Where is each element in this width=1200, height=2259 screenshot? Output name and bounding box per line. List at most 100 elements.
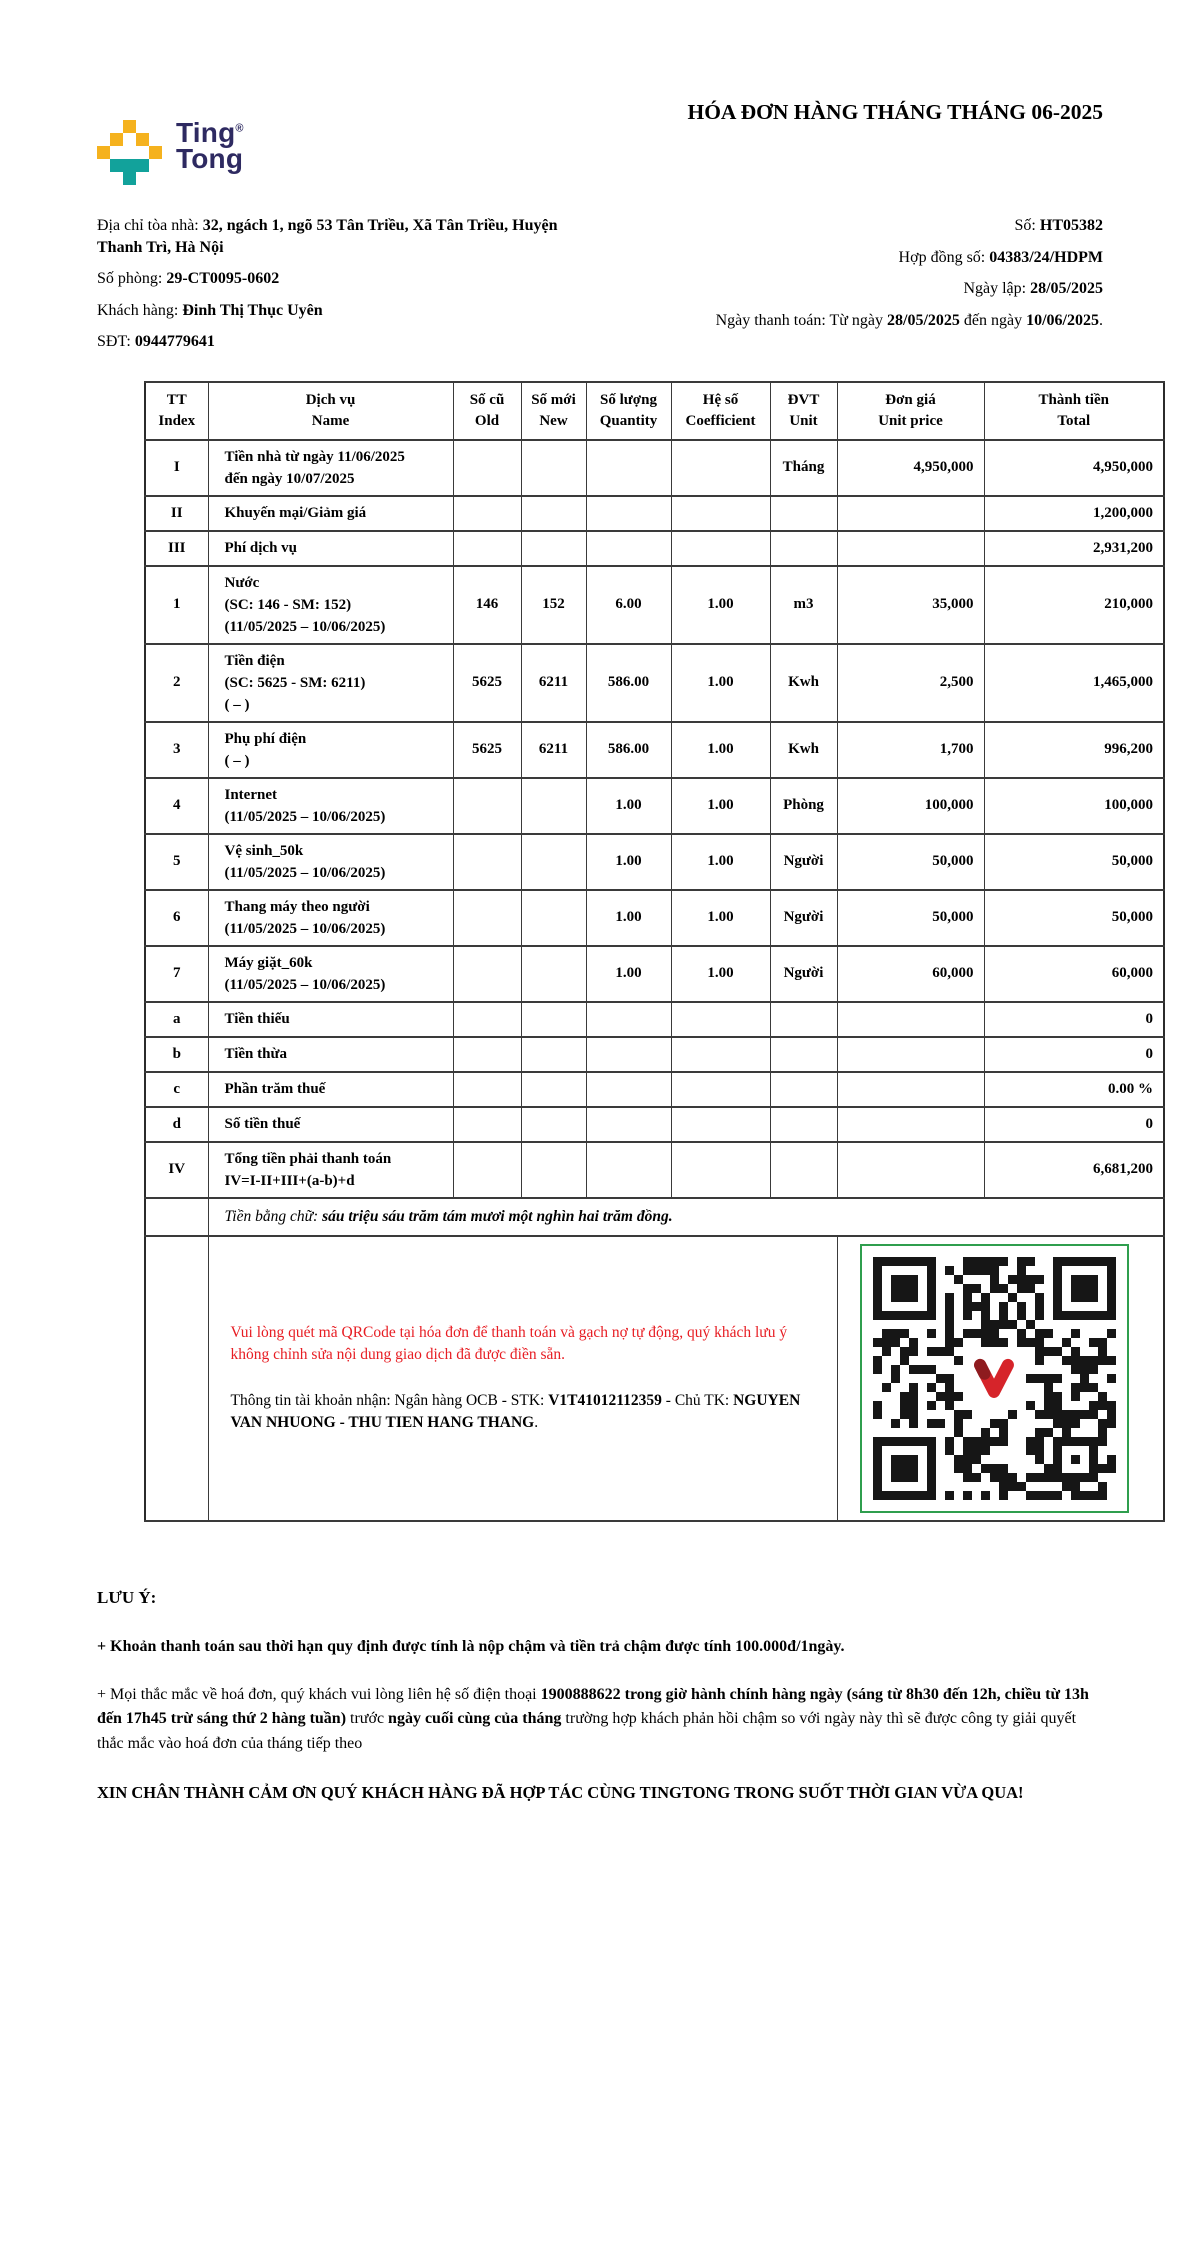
cell-old: [452, 832, 522, 891]
cell-name: Tiền điện (SC: 5625 - SM: 6211)( – ): [207, 642, 454, 723]
cell-new: [520, 1140, 587, 1199]
cell-qty: 1.00: [585, 888, 672, 947]
cell-new: [520, 832, 587, 891]
cell-unit: [769, 1035, 838, 1073]
bank-account-info: Thông tin tài khoản nhận: Ngân hàng OCB …: [230, 1391, 801, 1432]
cell-qty: [585, 1140, 672, 1199]
cell-index: II: [144, 494, 209, 532]
cell-new: [520, 1105, 587, 1143]
column-header: Số lượng Quantity: [585, 380, 672, 441]
qr-scan-note: Vui lòng quét mã QRCode tại hóa đơn để t…: [230, 1323, 788, 1364]
cell-old: [452, 1070, 522, 1108]
cell-price: 100,000: [836, 776, 985, 835]
amount-in-words-row: Tiền bằng chữ: sáu triệu sáu trăm tám mư…: [144, 1196, 1165, 1237]
cell-name: Phần trăm thuế: [207, 1070, 454, 1108]
cell-unit: [769, 494, 838, 532]
column-header: Thành tiền Total: [983, 380, 1165, 441]
cell-old: 5625: [452, 720, 522, 779]
cell-price: 35,000: [836, 564, 985, 645]
cell-total: 100,000: [983, 776, 1165, 835]
cell-coeff: [670, 438, 771, 497]
table-row: b Tiền thừa 0: [144, 1035, 1165, 1073]
cell-name: Thang máy theo người (11/05/2025 – 10/06/…: [207, 888, 454, 947]
cell-new: [520, 888, 587, 947]
cell-unit: [769, 1000, 838, 1038]
cell-total: 4,950,000: [983, 438, 1165, 497]
cell-coeff: 1.00: [670, 564, 771, 645]
tingtong-logo: Ting® Tong: [97, 117, 244, 185]
table-row: II Khuyến mại/Giảm giá 1,200,000: [144, 494, 1165, 532]
tingtong-logo-mark-icon: [97, 120, 162, 185]
cell-new: 6211: [520, 720, 587, 779]
column-header: Hệ số Coefficient: [670, 380, 771, 441]
cell-old: [452, 438, 522, 497]
cell-coeff: 1.00: [670, 720, 771, 779]
payment-qr-row: Vui lòng quét mã QRCode tại hóa đơn để t…: [144, 1234, 1165, 1522]
column-header: Dịch vụ Name: [207, 380, 454, 441]
cell-coeff: 1.00: [670, 642, 771, 723]
cell-name: Tiền thiếu: [207, 1000, 454, 1038]
cell-index: c: [144, 1070, 209, 1108]
invoice-info: Địa chỉ tòa nhà: 32, ngách 1, ngõ 53 Tân…: [97, 215, 1103, 363]
cell-total: 2,931,200: [983, 529, 1165, 567]
cell-price: [836, 1000, 985, 1038]
cell-new: 152: [520, 564, 587, 645]
cell-old: 5625: [452, 642, 522, 723]
cell-old: [452, 944, 522, 1003]
table-row: III Phí dịch vụ 2,931,200: [144, 529, 1165, 567]
cell-old: [452, 494, 522, 532]
cell-price: 50,000: [836, 832, 985, 891]
qr-code-cell: [836, 1234, 1165, 1522]
cell-qty: 586.00: [585, 642, 672, 723]
cell-qty: [585, 529, 672, 567]
cell-price: [836, 1070, 985, 1108]
cell-new: [520, 776, 587, 835]
cell-total: 50,000: [983, 832, 1165, 891]
cell-total: 1,200,000: [983, 494, 1165, 532]
late-payment-note: + Khoản thanh toán sau thời hạn quy định…: [97, 1637, 845, 1655]
cell-unit: m3: [769, 564, 838, 645]
table-header: TT Index Dịch vụ Name Số cũ Old Số mới New Số lư…: [144, 380, 1165, 441]
cell-index: 2: [144, 642, 209, 723]
cell-price: 50,000: [836, 888, 985, 947]
cell-total: 50,000: [983, 888, 1165, 947]
cell-unit: Tháng: [769, 438, 838, 497]
cell-qty: [585, 1105, 672, 1143]
cell-unit: [769, 1105, 838, 1143]
cell-qty: [585, 494, 672, 532]
payment-qr-code: [872, 1256, 1116, 1500]
table-row: 5 Vệ sinh_50k (11/05/2025 – 10/06/2025) 1.0…: [144, 832, 1165, 891]
cell-qty: 6.00: [585, 564, 672, 645]
cell-price: 2,500: [836, 642, 985, 723]
cell-index: 3: [144, 720, 209, 779]
cell-old: [452, 776, 522, 835]
table-row: 2 Tiền điện (SC: 5625 - SM: 6211)( – ) 5625…: [144, 642, 1165, 723]
cell-total: 0: [983, 1105, 1165, 1143]
cell-name: Phí dịch vụ: [207, 529, 454, 567]
cell-old: 146: [452, 564, 522, 645]
column-header: TT Index: [144, 380, 209, 441]
column-header: ĐVT Unit: [769, 380, 838, 441]
cell-coeff: 1.00: [670, 944, 771, 1003]
cell-coeff: [670, 529, 771, 567]
cell-new: [520, 438, 587, 497]
cell-unit: Người: [769, 888, 838, 947]
cell-new: [520, 944, 587, 1003]
cell-new: [520, 494, 587, 532]
cell-index: IV: [144, 1140, 209, 1199]
cell-qty: 1.00: [585, 944, 672, 1003]
invoice-info-left: Địa chỉ tòa nhà: 32, ngách 1, ngõ 53 Tân…: [97, 215, 582, 363]
tingtong-wordmark: Ting® Tong: [176, 117, 244, 174]
cell-index: [144, 1234, 209, 1522]
cell-total: 60,000: [983, 944, 1165, 1003]
cell-qty: [585, 438, 672, 497]
cell-coeff: [670, 1035, 771, 1073]
cell-qty: 586.00: [585, 720, 672, 779]
contract-number: Hợp đồng số: 04383/24/HDPM: [898, 248, 1103, 266]
table-row: IV Tổng tiền phải thanh toán IV=I-II+III+(…: [144, 1140, 1165, 1199]
cell-unit: Kwh: [769, 720, 838, 779]
cell-total: 1,465,000: [983, 642, 1165, 723]
table-row: c Phần trăm thuế 0.00 %: [144, 1070, 1165, 1108]
table-row: I Tiền nhà từ ngày 11/06/2025 đến ngày 10/…: [144, 438, 1165, 497]
